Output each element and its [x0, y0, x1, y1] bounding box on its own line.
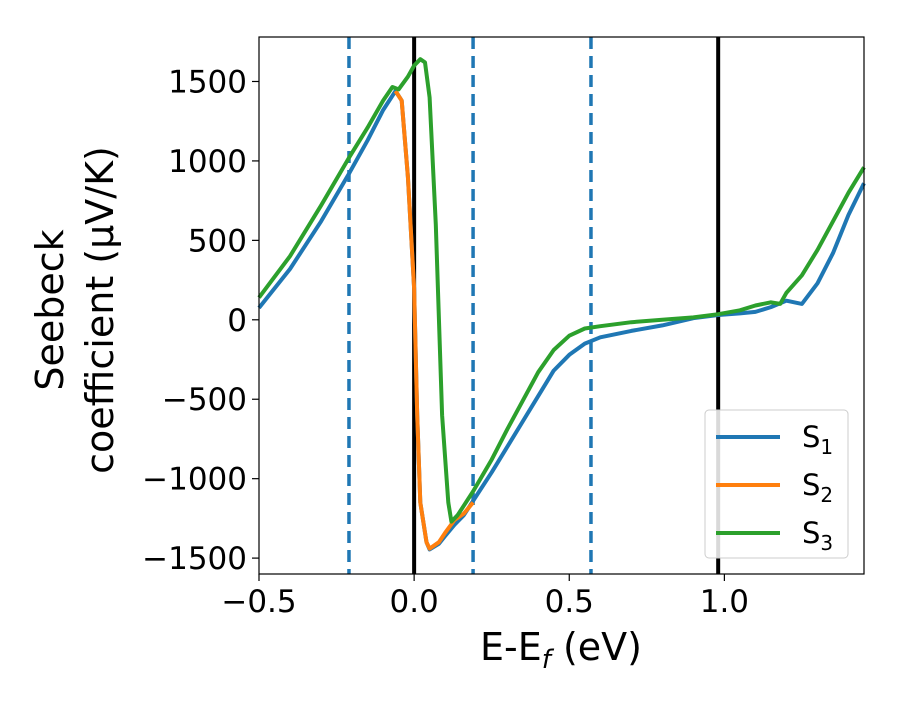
x-axis-label: E-Ef (eV)	[480, 625, 642, 675]
y-axis-label-line2: coefficient (μV/K)	[78, 146, 122, 474]
y-tick-label: 1000	[168, 144, 247, 180]
y-tick-label: −500	[162, 382, 247, 418]
y-tick-label: −1000	[142, 462, 247, 498]
y-tick-label: −1500	[142, 541, 247, 577]
legend: S1 S2 S3	[704, 409, 849, 559]
y-tick-label: 1500	[168, 64, 247, 100]
series-layer	[257, 57, 866, 552]
legend-label-s1: S1	[802, 420, 833, 459]
y-axis-ticks: −1500 −1000 −500 0 500 1000 1500	[142, 64, 259, 577]
x-tick-label: 0.0	[389, 584, 438, 620]
y-tick-label: 500	[188, 223, 247, 259]
plot-frame	[258, 36, 865, 575]
legend-label-s2: S2	[802, 468, 833, 507]
y-axis-label-line1: Seebeck	[28, 229, 72, 390]
series-line-s3	[257, 57, 866, 524]
x-tick-label: 0.5	[545, 584, 594, 620]
legend-label-s3: S3	[802, 516, 833, 555]
x-tick-label: −0.5	[221, 584, 296, 620]
x-tick-label: 1.0	[700, 584, 749, 620]
x-axis-ticks: −0.5 0.0 0.5 1.0	[221, 574, 749, 620]
y-tick-label: 0	[227, 303, 247, 339]
